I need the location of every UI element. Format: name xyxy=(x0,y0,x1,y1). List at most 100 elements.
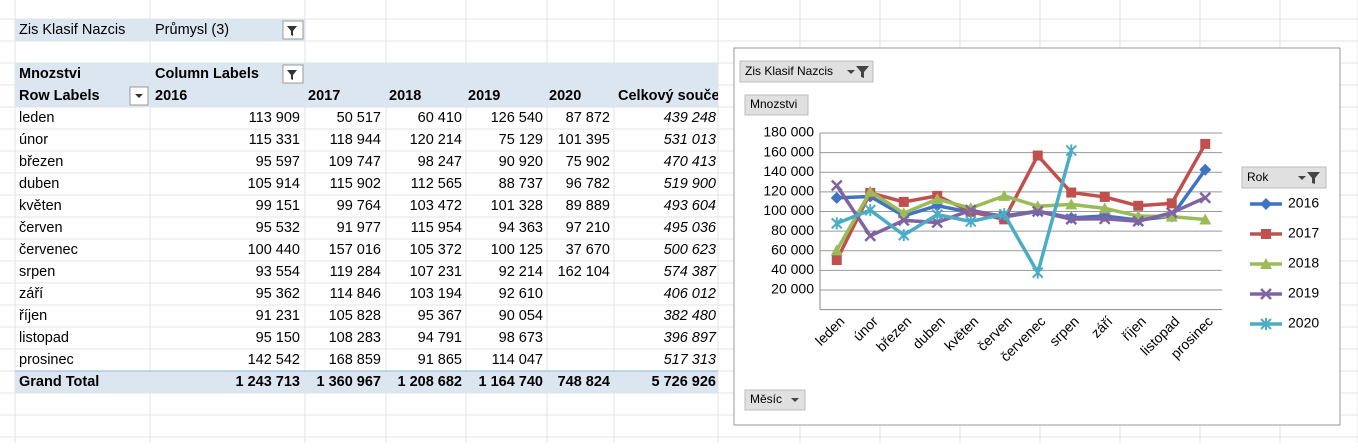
row-labels: Row Labels xyxy=(19,88,100,104)
cell-value: 107 231 xyxy=(410,264,462,280)
cell-value: 90 920 xyxy=(499,154,543,170)
row-label: duben xyxy=(19,176,59,192)
header-fill xyxy=(15,63,718,107)
column-header: 2016 xyxy=(155,88,187,104)
row-label: červen xyxy=(19,220,63,236)
cell-value: 114 047 xyxy=(492,352,543,368)
data-point xyxy=(898,196,909,207)
data-point xyxy=(897,214,910,227)
chart-filter-button[interactable] xyxy=(739,60,874,83)
y-tick-label: 160 000 xyxy=(763,143,814,159)
y-tick-label: 80 000 xyxy=(771,222,814,238)
data-point xyxy=(830,191,843,204)
legend-marker xyxy=(1260,258,1272,269)
data-point xyxy=(1165,206,1178,219)
row-total: 517 313 xyxy=(664,352,716,368)
cell-value: 115 902 xyxy=(330,176,381,192)
filter-row xyxy=(15,19,305,41)
data-point xyxy=(830,244,843,256)
filter-icon xyxy=(287,70,297,80)
filter-label: Zis Klasif Nazcis xyxy=(19,22,125,38)
y-tick-label: 40 000 xyxy=(771,261,814,277)
row-label: prosinec xyxy=(19,352,74,368)
data-point xyxy=(1098,202,1111,214)
y-tick-label: 180 000 xyxy=(763,124,814,140)
y-tick-label: 100 000 xyxy=(763,202,814,218)
cell-value: 101 395 xyxy=(558,132,610,148)
grand-total-value: 5 726 926 xyxy=(651,374,716,390)
row-total: 470 413 xyxy=(664,154,716,170)
cell-value: 95 367 xyxy=(418,308,462,324)
cell-value: 157 016 xyxy=(329,242,381,258)
cell-value: 105 914 xyxy=(248,176,300,192)
cell-value: 90 054 xyxy=(499,308,543,324)
data-point xyxy=(897,207,910,219)
data-point xyxy=(965,215,977,228)
chart-area xyxy=(733,47,1341,426)
data-point xyxy=(1065,198,1078,210)
filter-icon xyxy=(1298,172,1320,184)
cell-value: 126 540 xyxy=(491,110,543,126)
cell-value: 112 565 xyxy=(411,176,462,192)
value-field-button[interactable] xyxy=(744,94,809,116)
grand-total-value: 1 164 740 xyxy=(478,374,543,390)
data-point xyxy=(1099,191,1110,202)
series-line xyxy=(835,143,1207,261)
legend-field-button[interactable] xyxy=(1241,166,1327,189)
cell-value: 142 542 xyxy=(248,352,300,368)
filter-icon xyxy=(847,66,869,78)
y-tick-label: 140 000 xyxy=(763,163,814,179)
cell-value: 95 362 xyxy=(256,286,300,302)
cell-value: 168 859 xyxy=(329,352,381,368)
cell-value: 94 363 xyxy=(499,220,543,236)
data-point xyxy=(1199,191,1212,204)
row-label: září xyxy=(19,286,43,302)
y-tick-label: 120 000 xyxy=(763,183,814,199)
cell-value: 109 747 xyxy=(329,154,381,170)
cell-value: 87 872 xyxy=(566,110,610,126)
column-header: Celkový součet xyxy=(618,88,725,104)
grand-total-value: 1 243 713 xyxy=(235,374,300,390)
filter-value: Průmysl (3) xyxy=(155,22,229,38)
filter-icon xyxy=(287,26,297,36)
cell-value: 98 247 xyxy=(418,154,462,170)
column-header: 2018 xyxy=(389,88,421,104)
cell-value: 101 328 xyxy=(491,198,543,214)
data-point xyxy=(998,208,1010,221)
cell-value: 37 670 xyxy=(566,242,610,258)
row-total: 519 900 xyxy=(664,176,716,192)
data-point xyxy=(864,185,877,197)
legend-marker xyxy=(1260,318,1272,330)
data-point xyxy=(998,189,1011,201)
cell-value: 99 764 xyxy=(337,198,381,214)
legend-marker xyxy=(1260,198,1272,210)
legend-label: 2017 xyxy=(1288,225,1319,241)
cell-value: 91 231 xyxy=(256,308,300,324)
series-line xyxy=(836,150,1073,275)
cell-value: 114 846 xyxy=(330,286,381,302)
row-total: 396 897 xyxy=(664,330,717,346)
data-point xyxy=(1032,150,1043,161)
cell-value: 92 610 xyxy=(499,286,543,302)
cell-value: 115 331 xyxy=(249,132,300,148)
legend-label: 2019 xyxy=(1288,285,1319,301)
cell-value: 95 532 xyxy=(256,220,300,236)
cell-value: 91 977 xyxy=(337,220,381,236)
data-point xyxy=(1166,198,1177,209)
data-point xyxy=(1065,213,1078,226)
data-point xyxy=(1066,187,1077,198)
row-total: 382 480 xyxy=(664,308,716,324)
cell-value: 96 782 xyxy=(566,176,610,192)
cell-value: 119 284 xyxy=(330,264,381,280)
cell-value: 162 104 xyxy=(558,264,610,280)
grand-total-value: 1 360 967 xyxy=(316,374,381,390)
legend-label: 2018 xyxy=(1288,255,1319,271)
axis-field-label: Měsíc xyxy=(750,392,782,406)
row-total: 439 248 xyxy=(664,110,716,126)
data-point xyxy=(931,208,943,221)
row-total: 493 604 xyxy=(664,198,716,214)
row-label: červenec xyxy=(19,242,78,258)
axis-field-button[interactable] xyxy=(744,389,806,411)
row-total: 406 012 xyxy=(664,286,716,302)
cell-value: 89 889 xyxy=(566,198,610,214)
